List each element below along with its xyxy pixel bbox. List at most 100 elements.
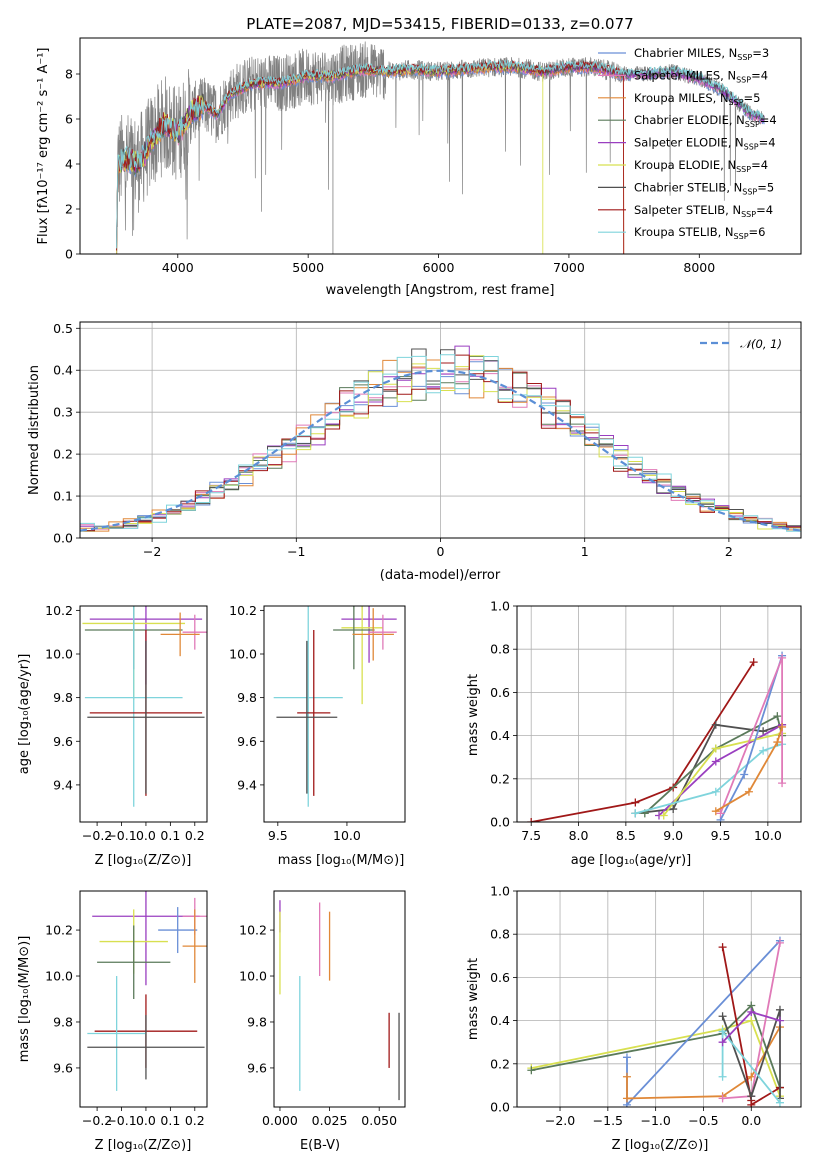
plot-area	[527, 651, 787, 822]
y-tick-label: 0.0	[53, 531, 73, 546]
x-tick-label: −0.1	[106, 1113, 136, 1128]
x-tick-label: 0.050	[361, 1113, 397, 1128]
y-tick-label: 1.0	[490, 599, 510, 614]
x-tick-label: 0.1	[160, 828, 180, 843]
axes-frame	[516, 890, 802, 1108]
x-tick-label: 0.0	[136, 1113, 156, 1128]
y-tick-label: 6	[65, 112, 73, 127]
weight-z-xlabel: Z [log₁₀(Z/Z⊙)]	[612, 1138, 709, 1153]
x-tick-label: −0.5	[688, 1113, 718, 1128]
weight-point-marker	[718, 1012, 727, 1021]
x-tick-label: 1	[581, 544, 589, 559]
residual-histogram	[80, 354, 801, 538]
y-tick-label: 8	[65, 67, 73, 82]
x-tick-label: 2	[725, 544, 733, 559]
weight-point-marker	[747, 1072, 756, 1081]
x-tick-label: 0.0	[741, 1113, 761, 1128]
weight-point-marker	[744, 787, 753, 796]
legend-entry: Kroupa STELIB, NSSP=6	[634, 225, 765, 241]
weight-age-xlabel: age [log₁₀(age/yr)]	[571, 853, 692, 868]
weight-point-marker	[669, 805, 678, 814]
x-tick-label: 9.0	[663, 828, 683, 843]
x-tick-label: −0.2	[82, 828, 112, 843]
weight-point-marker	[631, 798, 640, 807]
y-tick-label: 10.0	[45, 969, 73, 984]
y-tick-label: 0.8	[490, 642, 510, 657]
x-tick-label: 0.2	[185, 828, 205, 843]
weight-point-marker	[716, 809, 725, 818]
weight-series-line	[635, 743, 783, 815]
residuals-ylabel: Normed distribution	[27, 365, 42, 495]
x-tick-label: −1	[287, 544, 305, 559]
weight-point-marker	[711, 787, 720, 796]
residuals-panel: (data-model)/error Normed distribution −…	[27, 321, 802, 583]
spectrum-model-line	[116, 59, 765, 249]
residuals-xlabel: (data-model)/error	[380, 568, 501, 583]
spectrum-xlabel: wavelength [Angstrom, rest frame]	[326, 283, 555, 298]
normal-curve	[80, 369, 801, 532]
normal-legend-label: 𝒩(0, 1)	[740, 337, 782, 351]
x-tick-label: −2	[143, 544, 161, 559]
age-vs-metallicity-panel: Z [log₁₀(Z/Z⊙)] age [log₁₀(age/yr)] −0.2…	[17, 603, 208, 868]
legend-entry: Kroupa ELODIE, NSSP=4	[634, 158, 768, 174]
plot-area	[82, 606, 207, 807]
y-tick-label: 0.2	[490, 1056, 510, 1071]
y-tick-label: 0.6	[490, 685, 510, 700]
legend-entry: Kroupa MILES, NSSP=5	[634, 91, 760, 107]
plot-area	[87, 891, 207, 1091]
weight-point-marker	[659, 811, 668, 820]
weight-point-marker	[778, 653, 787, 662]
weight-point-marker	[747, 1016, 756, 1025]
plot-area	[116, 41, 765, 254]
weight-point-marker	[718, 1094, 727, 1103]
weight-point-marker	[711, 744, 720, 753]
x-tick-label: −2.0	[545, 1113, 575, 1128]
spectrum-panel: wavelength [Angstrom, rest frame] Flux […	[36, 37, 802, 298]
y-tick-label: 10.2	[45, 923, 73, 938]
y-tick-label: 10.0	[45, 647, 73, 662]
legend-entry: Chabrier MILES, NSSP=3	[634, 46, 769, 62]
weight-point-marker	[622, 1094, 631, 1103]
weight-point-marker	[749, 658, 758, 667]
weight-point-marker	[622, 1072, 631, 1081]
x-tick-label: −1.0	[640, 1113, 670, 1128]
y-tick-label: 0.8	[490, 927, 510, 942]
y-tick-label: 9.6	[247, 1060, 267, 1075]
y-tick-label: 4	[65, 157, 73, 172]
age-mass-xlabel: mass [log₁₀(M/M⊙)]	[278, 853, 405, 868]
y-tick-label: 0.5	[53, 321, 73, 336]
axes-frame	[263, 605, 406, 823]
y-tick-label: 0.3	[53, 405, 73, 420]
weight-point-marker	[527, 818, 536, 822]
x-tick-label: 9.5	[711, 828, 731, 843]
x-tick-label: 0.000	[262, 1113, 298, 1128]
plot-area	[273, 606, 397, 807]
x-tick-label: 7.5	[521, 828, 541, 843]
y-tick-label: 9.4	[237, 777, 257, 792]
plot-area	[279, 900, 400, 1101]
weight-point-marker	[747, 1092, 756, 1101]
y-tick-label: 0.6	[490, 970, 510, 985]
y-tick-label: 0.0	[490, 815, 510, 830]
y-tick-label: 9.8	[53, 1014, 73, 1029]
age-z-ylabel: age [log₁₀(age/yr)]	[17, 654, 32, 775]
weight-point-marker	[631, 809, 640, 818]
weight-vs-metallicity-panel: Z [log₁₀(Z/Z⊙)] mass weight −2.0 −1.5 −1.0…	[466, 884, 802, 1153]
legend-entry: Salpeter STELIB, NSSP=4	[634, 203, 773, 219]
x-tick-label: −0.2	[82, 1113, 112, 1128]
weight-point-marker	[759, 746, 768, 755]
y-tick-label: 0	[65, 247, 73, 262]
x-tick-label: 7000	[553, 260, 585, 275]
y-tick-label: 9.6	[237, 734, 257, 749]
figure-title: PLATE=2087, MJD=53415, FIBERID=0133, z=0…	[246, 15, 633, 33]
axes-frame	[79, 605, 208, 823]
plot-area	[80, 345, 801, 538]
weight-point-marker	[775, 1016, 784, 1025]
y-tick-label: 2	[65, 202, 73, 217]
axes-frame	[79, 890, 208, 1108]
y-tick-label: 1.0	[490, 884, 510, 899]
y-tick-label: 0.4	[490, 1013, 510, 1028]
x-tick-label: 8.0	[569, 828, 589, 843]
x-tick-label: 0	[437, 544, 445, 559]
x-tick-label: 0.1	[160, 1113, 180, 1128]
